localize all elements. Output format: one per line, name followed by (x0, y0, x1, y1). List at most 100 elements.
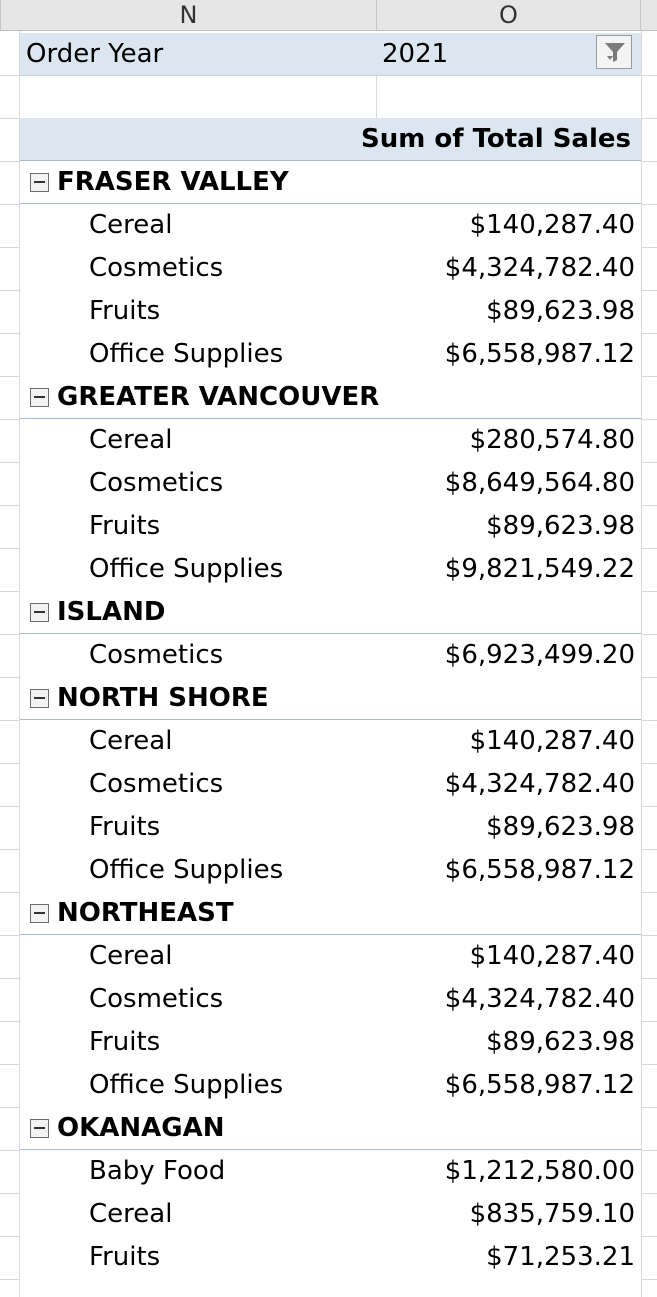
gridline (641, 204, 657, 205)
gridline (641, 1236, 657, 1237)
gridline (641, 548, 657, 549)
gridline (0, 591, 20, 592)
pivot-table[interactable]: Sum of Total Sales FRASER VALLEY Cereal $1… (20, 118, 641, 1279)
gridline (0, 118, 20, 119)
pivot-group-row[interactable]: NORTHEAST (20, 892, 641, 935)
item-value: $89,623.98 (486, 1027, 635, 1057)
item-value: $6,558,987.12 (444, 339, 635, 369)
pivot-item-row[interactable]: Cosmetics $8,649,564.80 (20, 462, 641, 505)
collapse-minus-icon[interactable] (30, 689, 49, 708)
blank-row[interactable] (20, 76, 641, 119)
pivot-group-row[interactable]: GREATER VANCOUVER (20, 376, 641, 419)
pivot-item-row[interactable]: Cereal $140,287.40 (20, 720, 641, 763)
pivot-group-row[interactable]: FRASER VALLEY (20, 161, 641, 204)
pivot-item-row[interactable]: Office Supplies $9,821,549.22 (20, 548, 641, 591)
item-label: Fruits (89, 1027, 161, 1057)
pivot-filter-row: Order Year 2021 (20, 33, 641, 76)
gridline (19, 31, 20, 1297)
pivot-item-row[interactable]: Fruits $89,623.98 (20, 1021, 641, 1064)
filter-dropdown-button[interactable] (596, 35, 632, 69)
item-label: Cereal (89, 425, 173, 455)
gridline (641, 1150, 657, 1151)
item-value: $4,324,782.40 (444, 769, 635, 799)
item-value: $89,623.98 (486, 511, 635, 541)
collapse-minus-icon[interactable] (30, 904, 49, 923)
pivot-group-row[interactable]: NORTH SHORE (20, 677, 641, 720)
gridline (641, 376, 657, 377)
gridline (0, 849, 20, 850)
gridline (641, 978, 657, 979)
column-header-n[interactable]: N (0, 0, 377, 31)
gridline (0, 634, 20, 635)
group-label: ISLAND (57, 597, 166, 627)
gridline (0, 1021, 20, 1022)
pivot-item-row[interactable]: Office Supplies $6,558,987.12 (20, 849, 641, 892)
gridline (641, 75, 657, 76)
gridline (0, 1107, 20, 1108)
gridline (641, 1021, 657, 1022)
pivot-item-row[interactable]: Cosmetics $6,923,499.20 (20, 634, 641, 677)
pivot-item-row[interactable]: Cereal $140,287.40 (20, 204, 641, 247)
pivot-item-row[interactable]: Fruits $89,623.98 (20, 290, 641, 333)
gridline (641, 118, 657, 119)
gridline (0, 1064, 20, 1065)
item-label: Fruits (89, 1242, 161, 1272)
collapse-minus-icon[interactable] (30, 173, 49, 192)
item-value: $140,287.40 (469, 726, 635, 756)
group-label: GREATER VANCOUVER (57, 382, 380, 412)
filter-field-value[interactable]: 2021 (382, 39, 449, 69)
item-label: Office Supplies (89, 554, 284, 584)
gridline (641, 892, 657, 893)
gridline (0, 978, 20, 979)
pivot-item-row[interactable]: Cereal $280,574.80 (20, 419, 641, 462)
item-label: Cosmetics (89, 640, 224, 670)
pivot-item-row[interactable]: Fruits $89,623.98 (20, 806, 641, 849)
pivot-item-row[interactable]: Fruits $71,253.21 (20, 1236, 641, 1279)
pivot-item-row[interactable]: Office Supplies $6,558,987.12 (20, 1064, 641, 1107)
item-label: Fruits (89, 511, 161, 541)
gridline (641, 247, 657, 248)
pivot-group-row[interactable]: OKANAGAN (20, 1107, 641, 1150)
gridline (641, 462, 657, 463)
pivot-item-row[interactable]: Cosmetics $4,324,782.40 (20, 763, 641, 806)
item-value: $9,821,549.22 (444, 554, 635, 584)
pivot-item-row[interactable]: Fruits $89,623.98 (20, 505, 641, 548)
gridline (641, 591, 657, 592)
pivot-item-row[interactable]: Baby Food $1,212,580.00 (20, 1150, 641, 1193)
gridline (0, 462, 20, 463)
gridline (0, 1150, 20, 1151)
filter-field-label[interactable]: Order Year (26, 39, 164, 69)
group-label: NORTHEAST (57, 898, 234, 928)
item-value: $4,324,782.40 (444, 984, 635, 1014)
gridline (0, 677, 20, 678)
collapse-minus-icon[interactable] (30, 1119, 49, 1138)
gridline (0, 1279, 20, 1280)
pivot-item-row[interactable]: Cereal $835,759.10 (20, 1193, 641, 1236)
gridline (641, 677, 657, 678)
pivot-item-row[interactable]: Cereal $140,287.40 (20, 935, 641, 978)
pivot-header-row: Sum of Total Sales (20, 118, 641, 161)
gridline (641, 1064, 657, 1065)
collapse-minus-icon[interactable] (30, 603, 49, 622)
column-header-next[interactable] (641, 0, 657, 31)
gridline (0, 247, 20, 248)
gridline (0, 419, 20, 420)
item-label: Cosmetics (89, 468, 224, 498)
gridline (0, 1236, 20, 1237)
gridline (641, 505, 657, 506)
pivot-item-row[interactable]: Office Supplies $6,558,987.12 (20, 333, 641, 376)
pivot-item-row[interactable]: Cosmetics $4,324,782.40 (20, 978, 641, 1021)
group-label: FRASER VALLEY (57, 167, 289, 197)
gridline (0, 161, 20, 162)
value-field-header[interactable]: Sum of Total Sales (361, 124, 631, 154)
item-label: Baby Food (89, 1156, 226, 1186)
gridline (641, 31, 642, 1297)
gridline (0, 75, 20, 76)
pivot-item-row[interactable]: Cosmetics $4,324,782.40 (20, 247, 641, 290)
pivot-group-row[interactable]: ISLAND (20, 591, 641, 634)
collapse-minus-icon[interactable] (30, 388, 49, 407)
gridline (641, 1193, 657, 1194)
item-value: $280,574.80 (469, 425, 635, 455)
column-header-o[interactable]: O (377, 0, 641, 31)
